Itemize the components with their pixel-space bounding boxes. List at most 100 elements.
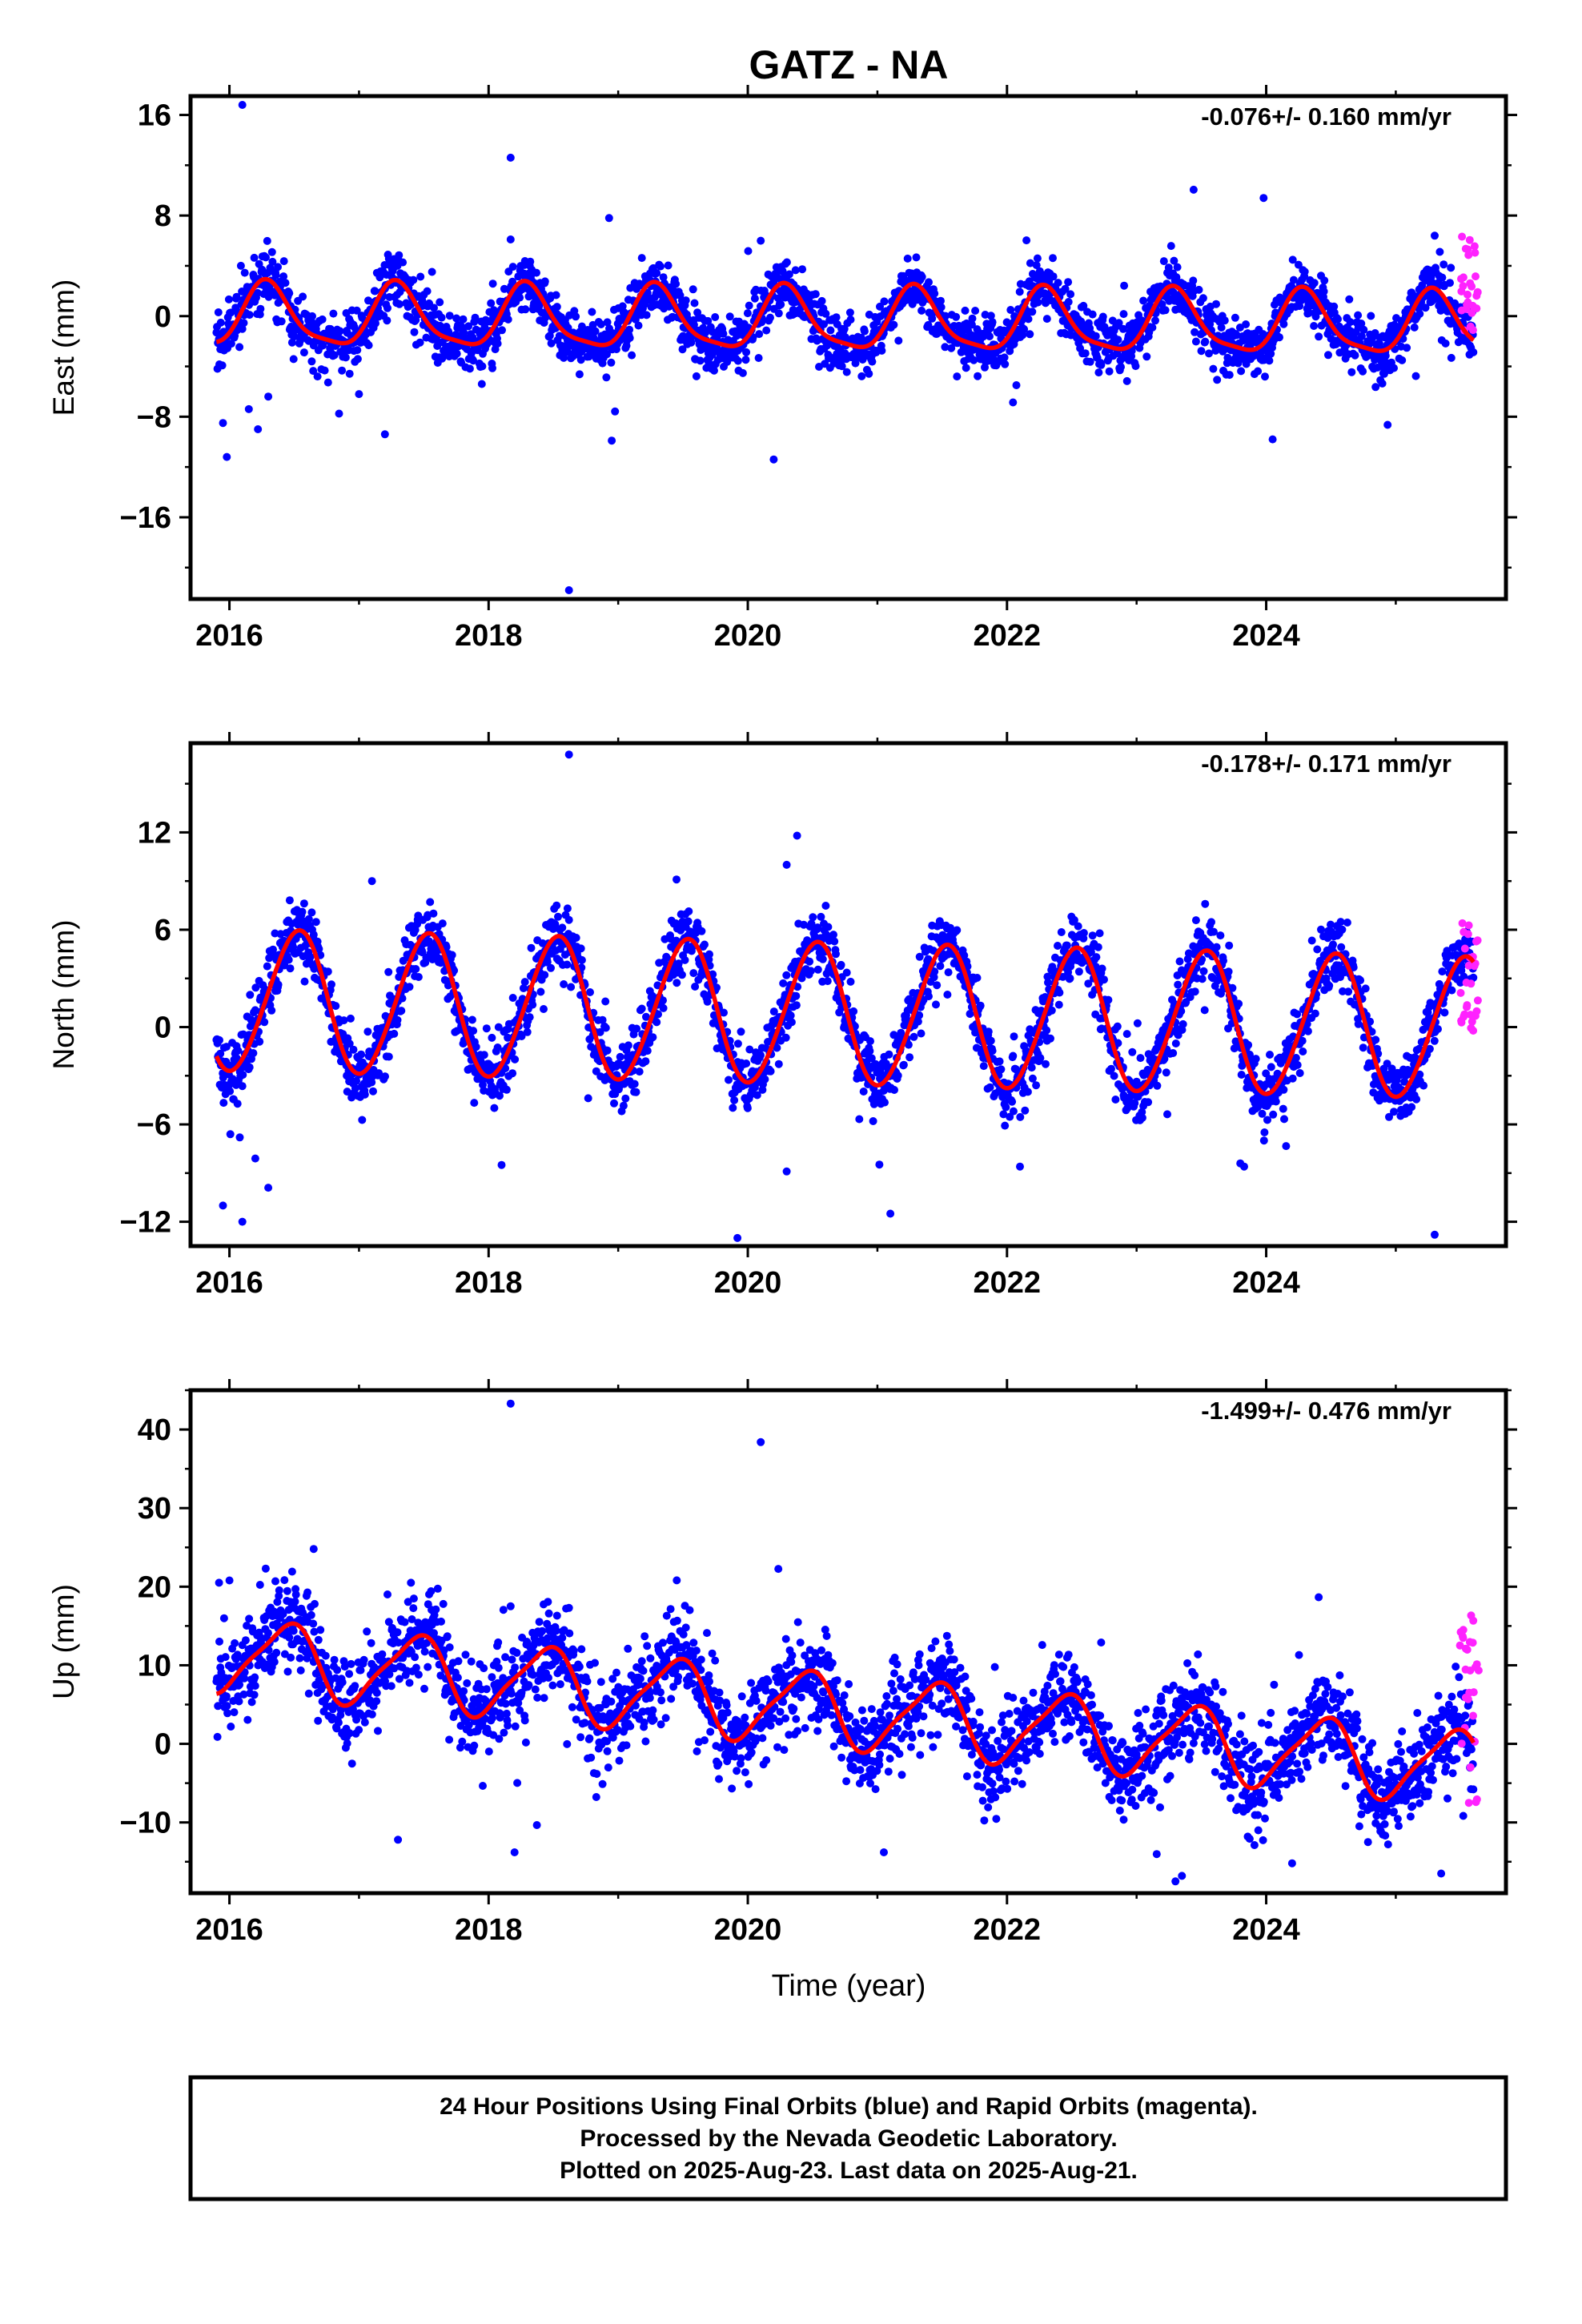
north-data-point (1110, 1072, 1118, 1080)
north-data-point (837, 960, 845, 969)
east-data-point (214, 308, 223, 316)
east-rapid-point (1472, 272, 1480, 281)
north-data-point (563, 904, 572, 913)
east-data-point (1049, 272, 1058, 281)
east-data-point (253, 288, 262, 297)
north-data-point (226, 1130, 235, 1139)
east-data-point (743, 309, 752, 318)
east-data-point (452, 349, 461, 358)
east-data-point (279, 272, 288, 281)
east-data-point (1012, 381, 1021, 389)
east-data-point (687, 338, 696, 347)
north-data-point (782, 971, 791, 979)
north-data-point (1201, 899, 1210, 908)
east-data-point (782, 258, 791, 267)
north-data-point (997, 1065, 1006, 1074)
east-data-point (256, 304, 265, 313)
north-data-point (1224, 967, 1233, 976)
east-data-point (469, 356, 478, 365)
north-data-point (953, 926, 962, 935)
north-data-point (689, 969, 698, 978)
east-data-point (1088, 310, 1097, 319)
north-data-point (1094, 943, 1102, 951)
north-data-point (986, 1083, 994, 1092)
east-outlier-point (223, 452, 231, 461)
north-data-point (1009, 1051, 1018, 1060)
north-data-point (511, 1055, 520, 1063)
east-data-point (1022, 236, 1031, 245)
east-data-point (1105, 367, 1114, 376)
east-data-point (341, 353, 350, 362)
east-data-point (352, 306, 361, 315)
east-data-point (250, 253, 259, 262)
north-data-point (774, 1059, 783, 1068)
north-data-point (508, 1069, 517, 1078)
east-data-point (692, 372, 701, 380)
east-data-point (930, 289, 939, 298)
north-data-point (725, 1076, 733, 1084)
north-data-point (1074, 967, 1083, 976)
north-data-point (1162, 1068, 1170, 1077)
east-y-axis-label: East (mm) (47, 279, 80, 416)
east-data-point (1049, 254, 1057, 263)
east-data-point (487, 299, 496, 308)
east-data-point (1231, 313, 1239, 322)
east-data-point (1347, 368, 1356, 376)
east-data-point (1191, 337, 1200, 346)
east-data-point (488, 364, 496, 372)
north-data-point (761, 1075, 769, 1084)
north-data-point (339, 1016, 348, 1025)
east-data-point (1403, 344, 1411, 352)
east-data-point (1446, 279, 1454, 287)
east-data-point (857, 372, 866, 380)
east-outlier-point (506, 153, 515, 162)
north-data-point (1171, 1039, 1180, 1047)
east-data-point (704, 316, 713, 325)
north-data-point (249, 1049, 258, 1057)
east-data-point (1024, 315, 1033, 324)
north-data-point (601, 997, 610, 1006)
north-data-point (426, 898, 435, 907)
east-data-point (285, 289, 294, 298)
east-data-point (1415, 309, 1424, 318)
east-data-point (445, 312, 454, 320)
east-data-point (498, 326, 506, 335)
north-data-point (619, 1101, 628, 1110)
east-data-point (894, 336, 903, 345)
east-data-point (1086, 357, 1094, 366)
north-data-point (470, 1099, 479, 1108)
north-data-point (219, 1099, 228, 1108)
east-data-point (937, 296, 945, 305)
east-data-point (1064, 278, 1073, 287)
east-outlier-point (264, 392, 273, 401)
east-data-point (1351, 351, 1359, 360)
north-data-point (1244, 1040, 1253, 1049)
north-data-point (540, 971, 549, 979)
north-data-point (285, 896, 294, 905)
north-data-point (414, 973, 423, 981)
figure-title: GATZ - NA (749, 42, 948, 87)
east-data-point (1159, 257, 1168, 266)
north-data-point (528, 1000, 537, 1009)
east-data-point (637, 254, 646, 263)
east-data-point (710, 366, 718, 375)
north-data-point (630, 1080, 639, 1088)
north-data-point (490, 1104, 499, 1112)
east-points (212, 101, 1478, 594)
east-data-point (268, 257, 277, 266)
east-data-point (1345, 295, 1354, 304)
east-data-point (596, 320, 605, 328)
east-outlier-point (254, 425, 263, 433)
north-data-point (357, 1050, 366, 1059)
north-data-point (893, 1072, 902, 1080)
north-data-point (540, 1005, 548, 1013)
north-data-point (1258, 1109, 1267, 1118)
north-data-point (1055, 988, 1064, 997)
north-data-point (652, 1018, 661, 1027)
east-data-point (1411, 372, 1420, 380)
north-data-point (610, 1099, 618, 1108)
north-data-point (936, 962, 945, 971)
east-data-point (1197, 347, 1206, 356)
east-data-point (1097, 360, 1106, 369)
north-data-point (792, 1001, 801, 1010)
